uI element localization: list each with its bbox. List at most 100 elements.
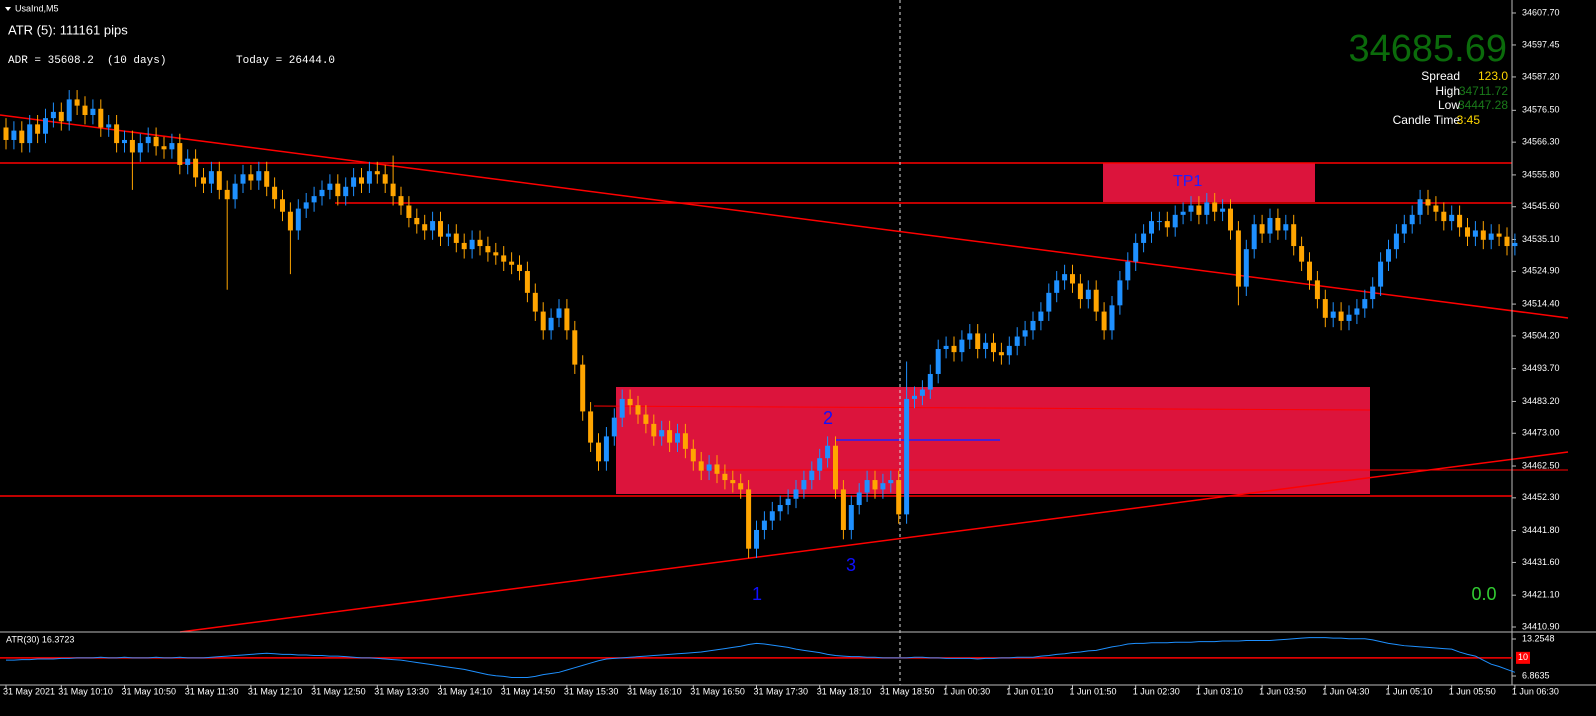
candle-body bbox=[11, 130, 17, 140]
info-label: High bbox=[1435, 84, 1460, 98]
candle-body bbox=[208, 171, 214, 184]
candle-body bbox=[793, 489, 799, 499]
candle-body bbox=[1030, 320, 1036, 331]
candle-body bbox=[453, 233, 459, 243]
overlay bbox=[0, 162, 1512, 497]
today-text: Today = 26444.0 bbox=[236, 55, 335, 67]
candle-body bbox=[398, 196, 404, 206]
candle-body bbox=[912, 395, 917, 399]
candle-body bbox=[667, 430, 673, 443]
candle-body bbox=[272, 186, 278, 200]
y-tick-label: 34441.80 bbox=[1522, 525, 1560, 535]
candle-body bbox=[240, 174, 246, 184]
candle-body bbox=[611, 417, 617, 437]
x-tick-label: 1 Jun 05:50 bbox=[1449, 686, 1496, 696]
candle-body bbox=[1307, 261, 1312, 281]
candle-body bbox=[1251, 224, 1257, 250]
candle-body bbox=[66, 99, 72, 122]
candle-body bbox=[1196, 205, 1202, 215]
candle-body bbox=[1378, 261, 1384, 287]
candle-body bbox=[1330, 311, 1336, 318]
candle-body bbox=[864, 480, 870, 493]
candle-body bbox=[1441, 211, 1447, 222]
candle-body bbox=[1149, 221, 1154, 234]
candle-body bbox=[872, 480, 878, 490]
candle-body bbox=[153, 136, 159, 147]
candle-body bbox=[927, 373, 933, 390]
candle-body bbox=[769, 511, 775, 521]
candle-body bbox=[975, 333, 981, 350]
x-tick-label: 1 Jun 04:30 bbox=[1322, 686, 1369, 696]
window-title: UsaInd,M5 bbox=[15, 3, 59, 13]
candle-body bbox=[477, 239, 483, 247]
y-tick-label: 34452.30 bbox=[1522, 492, 1560, 502]
candle-body bbox=[1204, 202, 1210, 215]
candle-body bbox=[1109, 305, 1115, 331]
candle-body bbox=[319, 189, 325, 197]
candle-body bbox=[1449, 214, 1455, 222]
candle-body bbox=[1180, 211, 1186, 215]
info-label: Spread bbox=[1421, 69, 1460, 83]
candle-body bbox=[1267, 217, 1273, 234]
candle-body bbox=[1235, 230, 1241, 287]
candle-body bbox=[3, 127, 9, 140]
y-tick-label: 34431.60 bbox=[1522, 557, 1560, 567]
y-tick-label: 34493.70 bbox=[1522, 363, 1560, 373]
wave-label: 1 bbox=[752, 584, 762, 604]
candle-body bbox=[840, 489, 846, 530]
candle-body bbox=[643, 414, 649, 424]
candle-body bbox=[935, 349, 941, 374]
x-tick-label: 1 Jun 02:30 bbox=[1133, 686, 1180, 696]
candle-body bbox=[445, 233, 451, 237]
y-tick-label: 13.2548 bbox=[1522, 633, 1555, 643]
candle-body bbox=[572, 330, 578, 365]
candle-body bbox=[1133, 242, 1139, 262]
candle-body bbox=[1322, 299, 1328, 318]
menu-triangle[interactable] bbox=[5, 7, 11, 11]
candle-body bbox=[983, 342, 989, 350]
candle-body bbox=[1085, 289, 1091, 300]
x-tick-label: 31 May 18:10 bbox=[817, 686, 872, 696]
candle-body bbox=[1433, 205, 1439, 212]
candle-body bbox=[145, 136, 151, 144]
candle-body bbox=[327, 183, 333, 190]
candle-body bbox=[1006, 345, 1012, 356]
y-tick-label: 34410.90 bbox=[1522, 621, 1560, 631]
candle-body bbox=[524, 271, 530, 293]
wave-label: 2 bbox=[823, 408, 833, 428]
candle-body bbox=[177, 143, 183, 165]
x-tick-label: 31 May 14:10 bbox=[438, 686, 493, 696]
candle-body bbox=[532, 292, 538, 312]
candle-body bbox=[1496, 233, 1502, 237]
x-tick-label: 31 May 14:50 bbox=[501, 686, 556, 696]
candle-body bbox=[1465, 227, 1470, 237]
candle-body bbox=[777, 505, 783, 512]
candle-body bbox=[335, 183, 341, 197]
zone-rect bbox=[1103, 163, 1315, 202]
signal-value: 0.0 bbox=[1471, 584, 1496, 604]
candle-body bbox=[1117, 280, 1123, 306]
y-tick-label: 34587.20 bbox=[1522, 71, 1560, 81]
zone-line bbox=[593, 405, 1371, 411]
candle-body bbox=[1220, 208, 1226, 212]
candle-body bbox=[422, 224, 428, 231]
candle-body bbox=[675, 433, 680, 443]
candle-body bbox=[1014, 336, 1020, 346]
y-tick-label: 34524.90 bbox=[1522, 266, 1560, 276]
x-tick-label: 1 Jun 03:50 bbox=[1259, 686, 1306, 696]
candle-body bbox=[193, 158, 199, 178]
y-tick-label: 34597.45 bbox=[1522, 39, 1560, 49]
info-label: Candle Time bbox=[1393, 113, 1461, 127]
candle-body bbox=[1472, 230, 1478, 237]
candle-body bbox=[880, 483, 886, 490]
candle-body bbox=[651, 423, 657, 437]
candle-body bbox=[1077, 283, 1083, 300]
candle-body bbox=[201, 177, 206, 184]
info-value: 34447.28 bbox=[1458, 98, 1508, 112]
candle-body bbox=[761, 520, 767, 530]
x-tick-label: 1 Jun 00:30 bbox=[943, 686, 990, 696]
x-tick-label: 31 May 16:50 bbox=[690, 686, 745, 696]
candle-body bbox=[1125, 261, 1131, 281]
